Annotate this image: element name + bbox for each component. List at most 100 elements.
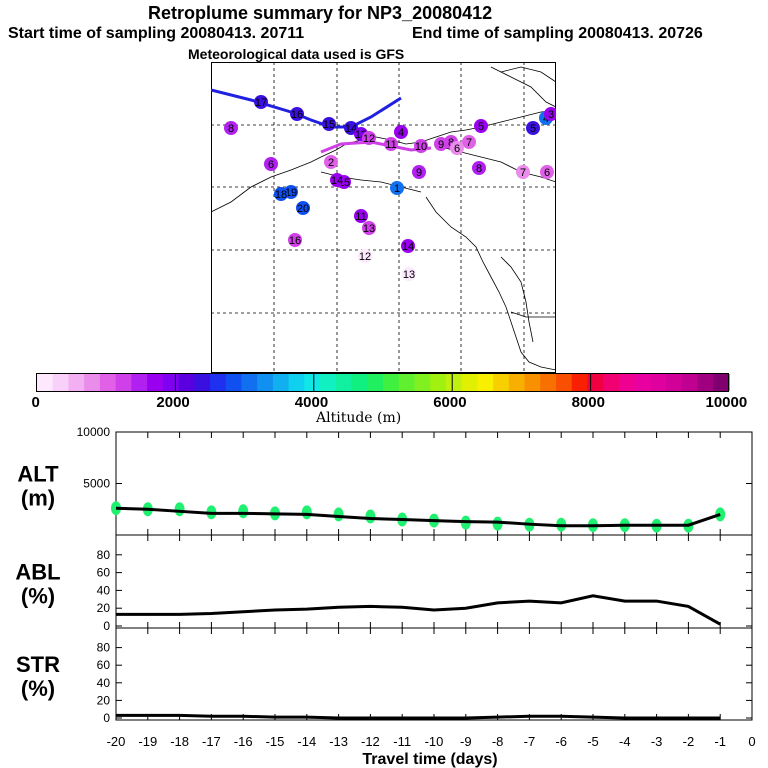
colorbar-cell [477,374,494,391]
map-point-label: 17 [255,97,267,109]
altitude-marker [111,501,121,516]
colorbar-cell [320,374,337,391]
map-point-marker [288,233,302,247]
colorbar-label: Altitude (m) [316,410,402,426]
altitude-marker [365,509,376,524]
colorbar-tick-label: 8000 [571,394,605,411]
x-tick-label: -19 [138,734,157,749]
colorbar-tick-label: 4000 [294,394,329,411]
map-point-label: 11 [355,211,366,223]
series-line-alt [115,506,721,528]
map-point-label: 3 [548,109,554,121]
map-point-label: 11 [385,139,396,151]
map-point-label: 16 [291,109,303,121]
colorbar-cell [351,374,368,391]
colorbar-cell [383,374,400,391]
map-point-label: 14 [402,241,414,253]
map-point-marker [540,165,554,179]
map-point-marker [516,165,530,179]
map-point-marker [462,135,476,149]
map-point-label: 1 [394,183,400,195]
x-tick-label: -3 [651,734,663,749]
map-frame [211,62,556,373]
chart-title: Retroplume summary for NP3_20080412 [148,3,493,23]
map-point-label: 8 [476,163,482,175]
colorbar-cell [414,374,431,391]
colorbar-cell [430,374,447,391]
map-point-label: 14 [345,123,357,135]
colorbar-cell [493,374,510,391]
colorbar-cell [37,374,54,391]
colorbar-cell [508,374,526,391]
map-point-marker [362,131,376,145]
map-point-label: 5 [478,121,484,133]
met-data-label: Meteorological data used is GFS [188,46,405,62]
colorbar-tick-label: 2000 [156,394,190,411]
map-point-label: 4 [543,113,549,125]
map-point-marker [526,121,540,135]
colorbar-cell [524,374,541,391]
map-point-marker [254,95,268,109]
colorbar-cell [697,374,714,391]
colorbar-cell [571,374,588,391]
x-tick-label: -11 [393,734,411,749]
altitude-marker [301,505,312,520]
y-tick-label: 60 [97,566,111,580]
panel-ylabel: ALT [17,462,59,487]
map-point-marker [322,117,336,131]
map-point-label: 8 [228,123,234,135]
map-point-marker [290,107,304,121]
colorbar-cell [398,374,415,391]
colorbar-tick-label: 6000 [433,394,467,411]
colorbar-cell [461,374,478,391]
map-point-label: 13 [363,223,375,235]
panel-ylabel: (m) [21,486,55,511]
colorbar-cell [52,374,69,391]
map-point-label: 15 [323,119,335,131]
y-tick-label: 80 [97,548,111,562]
y-tick-label: 20 [97,693,111,707]
colorbar-cell [241,374,258,391]
colorbar [36,373,730,392]
colorbar-cell [603,374,620,391]
colorbar-cell [257,374,274,391]
y-tick-label: 10000 [77,425,111,439]
panel-frame-str [115,627,753,721]
colorbar-cell [210,374,227,391]
map-point-marker [474,119,488,133]
map-point-marker [472,161,486,175]
colorbar-cell [194,374,211,391]
panel-ylabel: ABL [15,560,60,585]
x-tick-label: -15 [266,734,285,749]
colorbar-cell [178,374,195,391]
x-tick-label: -8 [492,734,504,749]
panel-ylabel: (%) [21,584,55,609]
colorbar-cell [556,374,573,391]
series-line-str [116,713,721,720]
y-tick-label: 40 [97,676,111,690]
x-tick-label: -9 [460,734,472,749]
colorbar-cell [634,374,651,391]
x-tick-label: -16 [234,734,253,749]
colorbar-cell [272,374,290,391]
map-point-label: 16 [289,235,301,247]
x-tick-label: -13 [329,734,348,749]
x-tick-label: -1 [714,734,726,749]
x-tick-label: -5 [587,734,599,749]
colorbar-cell [445,374,463,391]
map-point-marker [394,125,408,139]
altitude-marker [333,507,344,522]
x-tick-label: -20 [107,734,126,749]
colorbar-cell [666,374,683,391]
map-point-marker [412,165,426,179]
map-point-label: 6 [454,143,460,155]
colorbar-cell [335,374,353,391]
colorbar-cell [618,374,636,391]
colorbar-cell [304,374,321,391]
y-tick-label: 60 [97,658,111,672]
map-point-label: 12 [363,133,375,145]
colorbar-cell [650,374,667,391]
map-point-marker [224,121,238,135]
map-point-marker [274,187,288,201]
